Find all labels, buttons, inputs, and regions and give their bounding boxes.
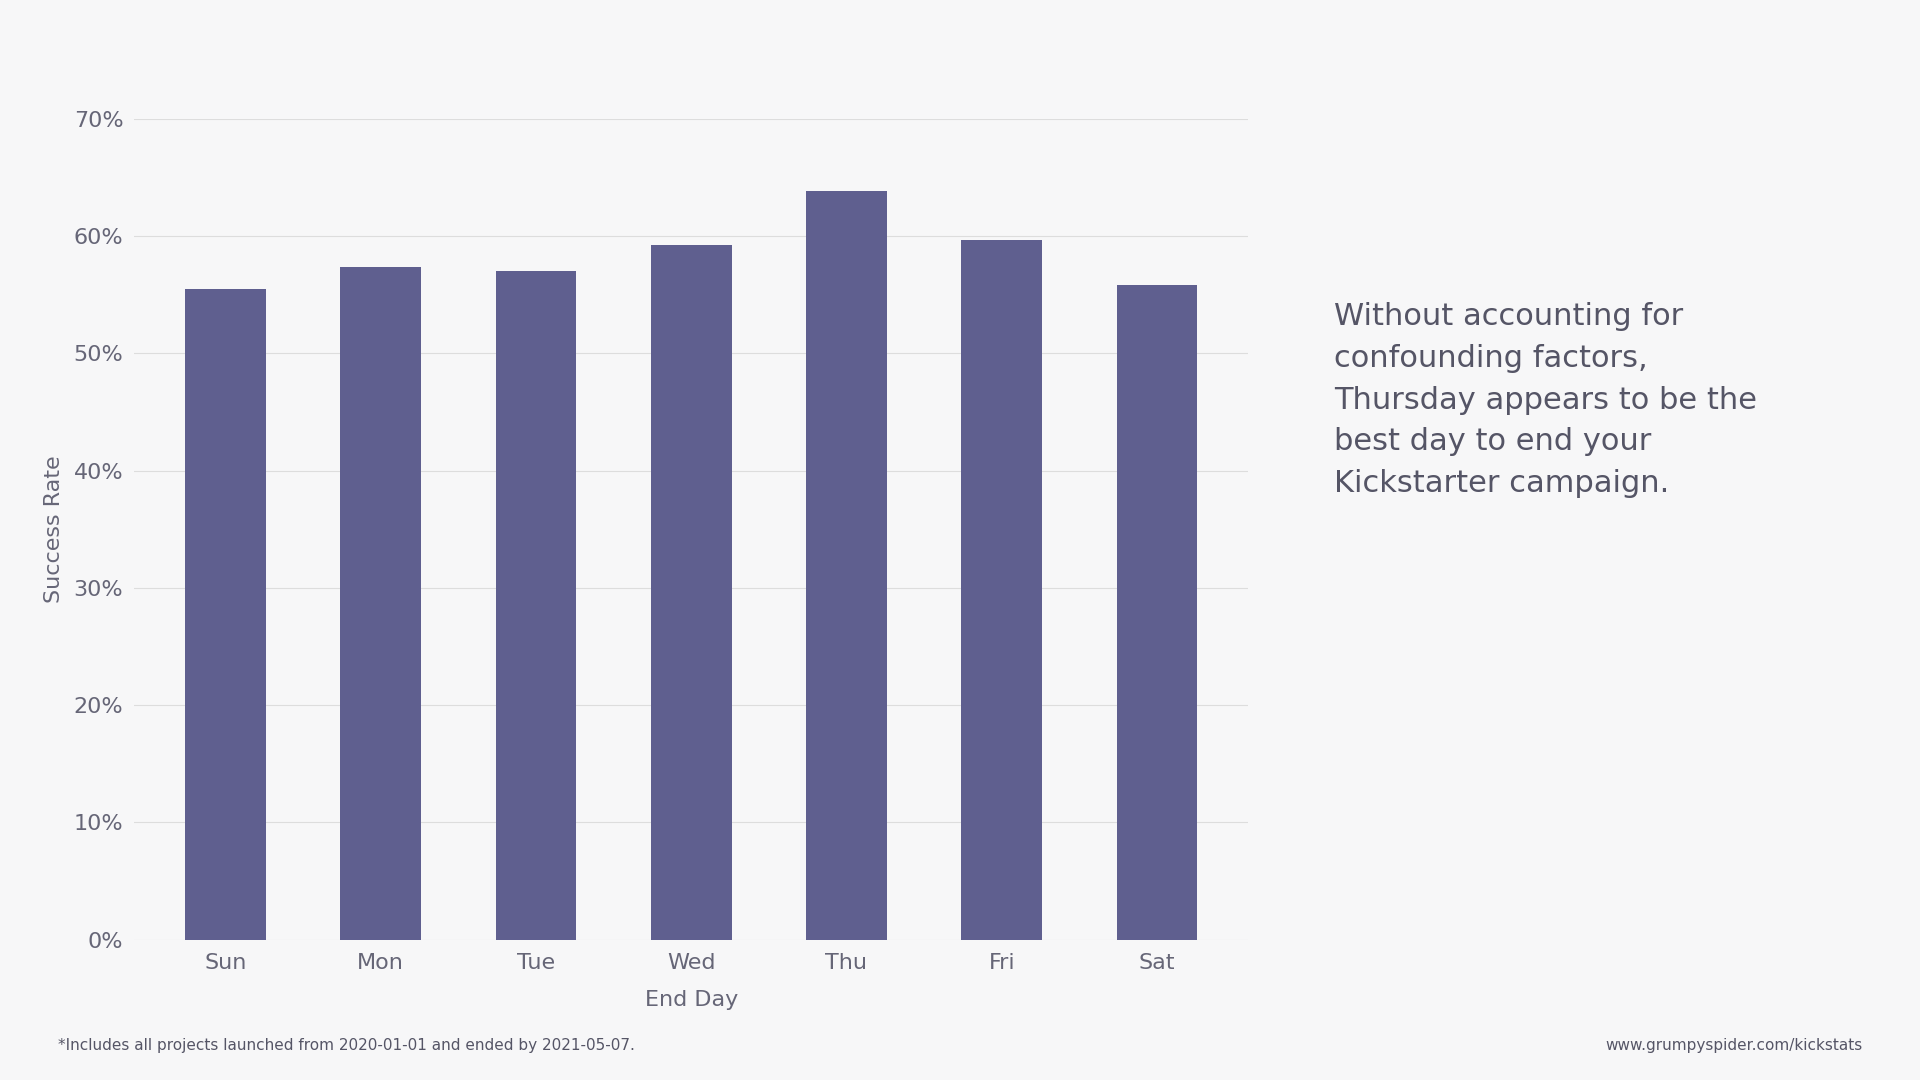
Bar [651, 245, 732, 940]
Bar [806, 191, 887, 940]
Y-axis label: Success Rate: Success Rate [44, 456, 63, 603]
Text: *Includes all projects launched from 2020-01-01 and ended by 2021-05-07.: *Includes all projects launched from 202… [58, 1038, 634, 1053]
Bar [495, 271, 576, 940]
Text: www.grumpyspider.com/kickstats: www.grumpyspider.com/kickstats [1605, 1038, 1862, 1053]
Bar [184, 288, 265, 940]
Bar [1117, 285, 1198, 940]
X-axis label: End Day: End Day [645, 990, 737, 1010]
Text: Without accounting for
confounding factors,
Thursday appears to be the
best day : Without accounting for confounding facto… [1334, 302, 1757, 498]
Bar [962, 240, 1043, 940]
Bar [340, 267, 420, 940]
